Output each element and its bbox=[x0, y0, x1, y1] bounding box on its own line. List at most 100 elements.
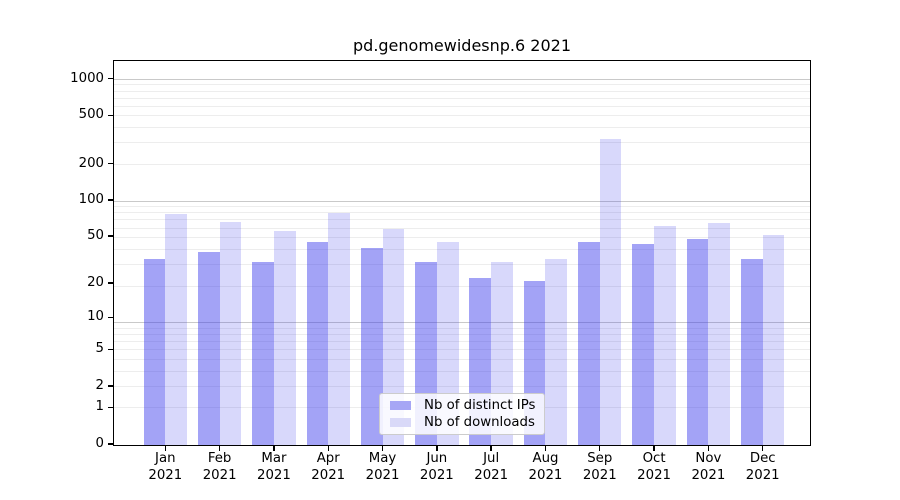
y-axis-tick-label: 1 bbox=[95, 399, 104, 415]
bar-downloads-jan bbox=[165, 214, 187, 446]
x-tick-month: Jun bbox=[426, 451, 448, 466]
x-axis-tick-label: Jan 2021 bbox=[133, 450, 197, 484]
x-tick-month: Oct bbox=[642, 451, 666, 466]
x-axis-tick bbox=[490, 446, 492, 451]
gridline-minor bbox=[113, 327, 811, 329]
bar-downloads-nov bbox=[708, 223, 731, 446]
x-tick-year: 2021 bbox=[256, 468, 291, 483]
gridline-minor bbox=[113, 341, 811, 343]
bar-distinct-ips-nov bbox=[686, 239, 709, 446]
x-axis-tick-label: May 2021 bbox=[351, 450, 415, 484]
bar-downloads-oct bbox=[654, 225, 676, 446]
legend-label-distinct-ips: Nb of distinct IPs bbox=[424, 398, 536, 413]
x-axis-tick bbox=[544, 446, 547, 451]
gridline-major bbox=[113, 78, 811, 80]
gridline-minor bbox=[113, 385, 811, 387]
x-tick-month: Aug bbox=[532, 451, 559, 466]
y-axis-tick-label: 100 bbox=[78, 191, 104, 207]
y-axis-tick-label: 10 bbox=[87, 309, 104, 325]
gridline-minor bbox=[113, 349, 811, 351]
x-axis-tick-label: Nov 2021 bbox=[676, 450, 740, 484]
bar-downloads-mar bbox=[273, 231, 296, 446]
y-axis-tick-label: 500 bbox=[78, 107, 104, 123]
y-axis-tick bbox=[108, 348, 113, 350]
x-tick-year: 2021 bbox=[691, 468, 726, 483]
bar-downloads-dec bbox=[762, 235, 785, 446]
y-axis-tick-label: 1000 bbox=[70, 70, 104, 86]
y-axis-tick bbox=[108, 385, 113, 387]
x-tick-month: Nov bbox=[695, 451, 722, 466]
x-tick-year: 2021 bbox=[148, 468, 183, 483]
x-tick-year: 2021 bbox=[311, 468, 346, 483]
chart-title: pd.genomewidesnp.6 2021 bbox=[353, 36, 571, 55]
bar-distinct-ips-dec bbox=[741, 259, 763, 446]
gridline-minor bbox=[113, 370, 811, 372]
y-axis-tick bbox=[108, 443, 113, 445]
x-axis-tick bbox=[436, 446, 438, 451]
bar-distinct-ips-mar bbox=[252, 262, 274, 446]
y-axis-tick-label: 20 bbox=[87, 275, 104, 291]
bar-distinct-ips-may bbox=[360, 247, 383, 446]
x-axis-tick bbox=[707, 446, 710, 451]
x-axis-tick-label: Jun 2021 bbox=[405, 450, 469, 484]
x-axis-tick-label: Dec 2021 bbox=[731, 450, 795, 484]
x-tick-year: 2021 bbox=[474, 468, 509, 483]
y-axis-tick-label: 200 bbox=[78, 155, 104, 171]
x-tick-year: 2021 bbox=[419, 468, 454, 483]
gridline-minor bbox=[113, 105, 811, 107]
y-axis-tick bbox=[108, 316, 113, 318]
x-tick-month: Feb bbox=[207, 451, 232, 466]
legend-label-downloads: Nb of downloads bbox=[424, 415, 535, 430]
legend-entry-downloads: Nb of downloads bbox=[388, 415, 536, 430]
x-tick-year: 2021 bbox=[637, 468, 671, 483]
bar-distinct-ips-feb bbox=[197, 251, 220, 446]
bar-distinct-ips-apr bbox=[306, 241, 329, 446]
x-tick-month: Dec bbox=[749, 451, 776, 466]
gridline-major bbox=[113, 200, 811, 202]
gridline-minor bbox=[113, 219, 811, 221]
legend: Nb of distinct IPs Nb of downloads bbox=[379, 393, 545, 435]
x-tick-month: Mar bbox=[261, 451, 287, 466]
y-axis-tick-label: 5 bbox=[95, 341, 104, 357]
gridline-minor bbox=[113, 97, 811, 99]
gridline-minor bbox=[113, 142, 811, 144]
x-axis-tick bbox=[327, 446, 329, 451]
gridline-minor bbox=[113, 264, 811, 266]
x-axis-tick-label: Oct 2021 bbox=[622, 450, 686, 484]
y-axis-tick-label: 0 bbox=[95, 436, 104, 451]
y-axis-tick-label: 50 bbox=[87, 228, 104, 244]
x-axis-tick bbox=[218, 446, 221, 451]
y-axis-tick bbox=[108, 282, 113, 284]
y-axis-tick-label: 2 bbox=[95, 377, 104, 393]
x-axis-tick bbox=[381, 446, 384, 451]
x-tick-year: 2021 bbox=[745, 468, 780, 483]
y-axis-tick bbox=[108, 235, 113, 237]
bar-downloads-may bbox=[382, 229, 405, 446]
gridline-minor bbox=[113, 334, 811, 336]
gridline-major bbox=[113, 322, 811, 324]
gridline-minor bbox=[113, 358, 811, 360]
y-axis-tick bbox=[108, 77, 113, 80]
gridline-minor bbox=[113, 127, 811, 129]
x-axis-tick-label: Mar 2021 bbox=[242, 450, 306, 484]
x-axis-tick bbox=[762, 446, 764, 451]
gridline-minor bbox=[113, 206, 811, 208]
y-axis-tick bbox=[108, 162, 113, 165]
x-tick-month: Jul bbox=[483, 451, 500, 466]
x-axis-tick bbox=[273, 446, 275, 451]
x-axis-tick bbox=[653, 446, 655, 451]
gridline-minor bbox=[113, 227, 811, 229]
bar-distinct-ips-oct bbox=[632, 243, 655, 446]
bar-downloads-feb bbox=[219, 222, 242, 446]
x-axis-tick-label: Sep 2021 bbox=[568, 450, 632, 484]
bar-downloads-aug bbox=[545, 259, 568, 446]
gridline-minor bbox=[113, 90, 811, 92]
x-tick-month: May bbox=[368, 451, 397, 466]
x-axis-tick bbox=[599, 446, 601, 451]
legend-entry-distinct-ips: Nb of distinct IPs bbox=[388, 398, 536, 413]
gridline-minor bbox=[113, 248, 811, 250]
legend-swatch-downloads bbox=[390, 418, 411, 427]
x-tick-year: 2021 bbox=[528, 468, 563, 483]
x-tick-month: Jan bbox=[155, 451, 176, 466]
gridline-minor bbox=[113, 237, 811, 239]
